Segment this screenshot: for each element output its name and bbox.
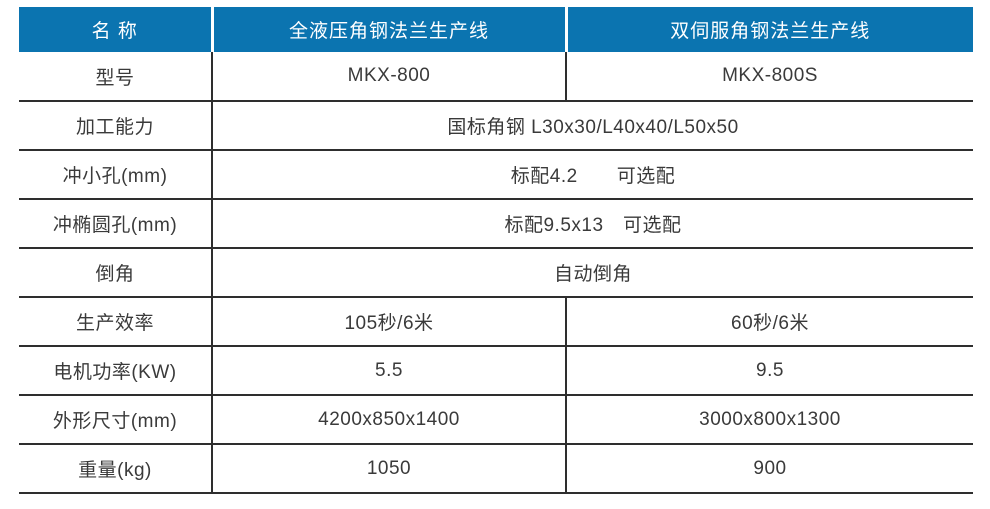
- row-value-col1: 105秒/6米: [211, 297, 566, 347]
- row-dimensions: 外形尺寸(mm) 4200x850x1400 3000x800x1300: [19, 395, 973, 445]
- row-value-col1: 1050: [211, 444, 566, 494]
- row-label: 冲椭圆孔(mm): [19, 199, 212, 249]
- row-small-hole: 冲小孔(mm) 标配4.2 可选配: [19, 150, 973, 200]
- header-cell-product-1: 全液压角钢法兰生产线: [210, 7, 566, 52]
- row-value-col2: MKX-800S: [565, 52, 973, 102]
- row-value-col1: MKX-800: [211, 52, 566, 102]
- row-value-merged: 标配4.2 可选配: [211, 150, 973, 200]
- row-label: 生产效率: [19, 297, 212, 347]
- row-value-col2: 3000x800x1300: [565, 395, 973, 445]
- row-value-col2: 9.5: [565, 346, 973, 396]
- row-model: 型号 MKX-800 MKX-800S: [19, 52, 973, 102]
- row-efficiency: 生产效率 105秒/6米 60秒/6米: [19, 297, 973, 347]
- row-label: 型号: [19, 52, 212, 102]
- header-cell-name: 名 称: [19, 7, 212, 52]
- row-chamfer: 倒角 自动倒角: [19, 248, 973, 298]
- row-value-col2: 60秒/6米: [565, 297, 973, 347]
- row-weight: 重量(kg) 1050 900: [19, 444, 973, 494]
- row-label: 冲小孔(mm): [19, 150, 212, 200]
- row-label: 倒角: [19, 248, 212, 298]
- row-value-col1: 5.5: [211, 346, 566, 396]
- header-row: 名 称 全液压角钢法兰生产线 双伺服角钢法兰生产线: [19, 7, 973, 52]
- row-value-col1: 4200x850x1400: [211, 395, 566, 445]
- row-value-merged: 标配9.5x13 可选配: [211, 199, 973, 249]
- row-label: 加工能力: [19, 101, 212, 151]
- header-cell-product-2: 双伺服角钢法兰生产线: [564, 7, 973, 52]
- row-label: 外形尺寸(mm): [19, 395, 212, 445]
- row-label: 电机功率(KW): [19, 346, 212, 396]
- row-oval-hole: 冲椭圆孔(mm) 标配9.5x13 可选配: [19, 199, 973, 249]
- spec-table: 名 称 全液压角钢法兰生产线 双伺服角钢法兰生产线 型号 MKX-800 MKX…: [19, 7, 973, 494]
- row-label: 重量(kg): [19, 444, 212, 494]
- row-value-col2: 900: [565, 444, 973, 494]
- row-value-merged: 自动倒角: [211, 248, 973, 298]
- row-motor-power: 电机功率(KW) 5.5 9.5: [19, 346, 973, 396]
- row-value-merged: 国标角钢 L30x30/L40x40/L50x50: [211, 101, 973, 151]
- row-capacity: 加工能力 国标角钢 L30x30/L40x40/L50x50: [19, 101, 973, 151]
